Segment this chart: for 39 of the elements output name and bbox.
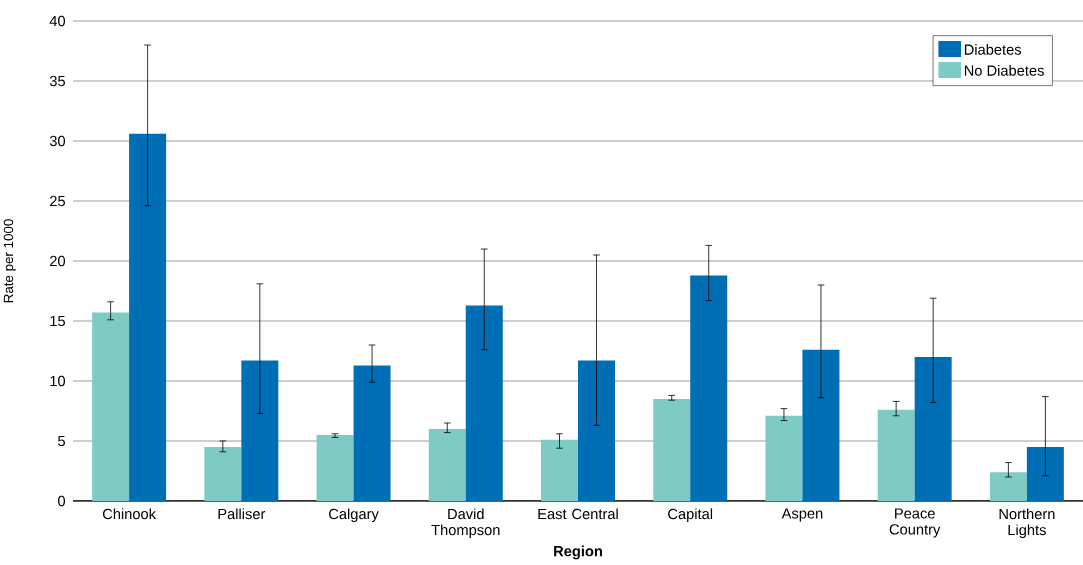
legend-label: No Diabetes	[964, 65, 1044, 76]
x-tick-label: Northern Lights	[999, 508, 1055, 539]
y-tick-label: 25	[50, 195, 65, 207]
y-tick-label: 0	[58, 495, 66, 507]
y-tick-label: 15	[50, 315, 65, 327]
x-tick-label: Peace Country	[889, 508, 941, 538]
y-tick-label: 5	[58, 435, 65, 447]
bar	[204, 447, 242, 501]
bar	[802, 349, 840, 501]
x-tick-label: Calgary	[329, 508, 379, 523]
y-tick-label: 40	[49, 15, 66, 27]
x-tick-label: Palliser	[218, 508, 266, 520]
bar	[989, 472, 1027, 501]
y-axis-title: Rate per 1000	[3, 219, 16, 303]
bar	[92, 312, 130, 501]
x-tick-label: Aspen	[781, 508, 823, 522]
x-tick-label: East Central	[538, 508, 618, 520]
y-tick-label: 10	[50, 375, 66, 387]
bar	[765, 415, 803, 501]
bar	[914, 357, 952, 501]
x-axis-title: Region	[554, 545, 602, 560]
y-tick-label: 30	[49, 135, 66, 147]
bar	[353, 365, 391, 501]
bar	[877, 409, 915, 501]
bar	[129, 133, 167, 501]
bar	[316, 435, 354, 501]
y-tick-label: 20	[50, 255, 66, 267]
bar	[465, 305, 503, 501]
bar	[690, 275, 728, 501]
x-tick-label: Chinook	[102, 508, 157, 520]
x-tick-label: Capital	[668, 508, 713, 523]
y-tick-label: 35	[49, 75, 65, 87]
bar	[541, 439, 578, 501]
bar	[428, 429, 466, 501]
legend-label: Diabetes	[964, 44, 1022, 55]
bar	[578, 360, 615, 501]
bar	[241, 360, 279, 501]
bar	[653, 399, 691, 501]
x-tick-label: David Thompson	[431, 508, 500, 539]
